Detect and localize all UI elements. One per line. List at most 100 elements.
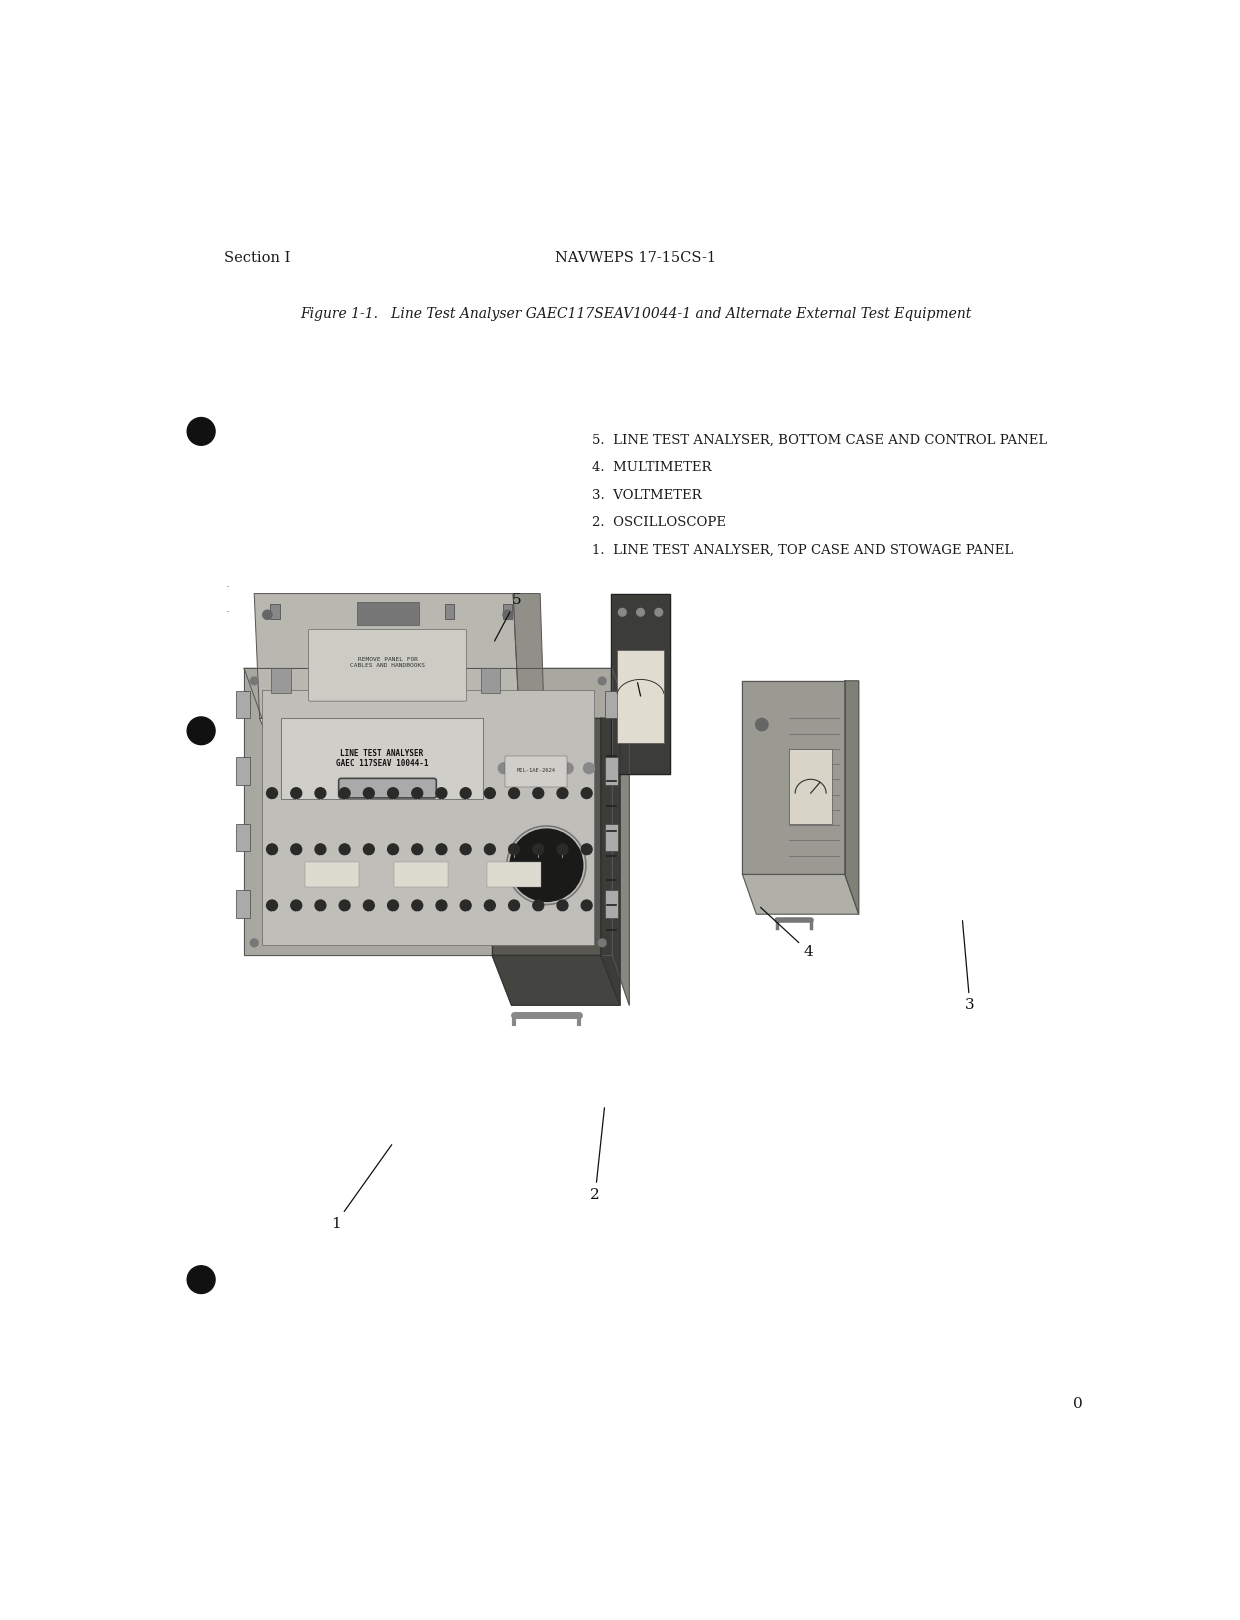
Circle shape: [636, 609, 645, 616]
Circle shape: [508, 844, 520, 855]
Circle shape: [412, 787, 423, 799]
Bar: [445, 604, 454, 619]
Bar: [506, 755, 567, 787]
Bar: [374, 604, 384, 619]
Circle shape: [267, 787, 278, 799]
Bar: [481, 669, 500, 693]
Circle shape: [340, 787, 350, 799]
Circle shape: [503, 611, 512, 619]
Polygon shape: [492, 718, 600, 956]
FancyBboxPatch shape: [309, 630, 466, 701]
Circle shape: [363, 787, 374, 799]
Circle shape: [250, 940, 258, 946]
Circle shape: [187, 1265, 215, 1293]
Circle shape: [250, 677, 258, 685]
Polygon shape: [743, 875, 858, 914]
Bar: [237, 825, 250, 852]
Circle shape: [533, 844, 543, 855]
Text: ·: ·: [226, 582, 229, 593]
Circle shape: [363, 901, 374, 910]
Polygon shape: [254, 593, 520, 718]
Circle shape: [436, 787, 446, 799]
Circle shape: [582, 787, 591, 799]
Circle shape: [263, 611, 272, 619]
Bar: [281, 718, 482, 799]
Bar: [237, 690, 250, 718]
Bar: [262, 690, 594, 946]
Text: 5.  LINE TEST ANALYSER, BOTTOM CASE AND CONTROL PANEL: 5. LINE TEST ANALYSER, BOTTOM CASE AND C…: [593, 434, 1048, 447]
Text: Section I: Section I: [224, 251, 290, 264]
Circle shape: [582, 844, 591, 855]
Text: 4.  MULTIMETER: 4. MULTIMETER: [593, 462, 712, 475]
Circle shape: [557, 901, 568, 910]
Circle shape: [340, 844, 350, 855]
Circle shape: [412, 901, 423, 910]
Polygon shape: [492, 956, 620, 1004]
Text: ·: ·: [226, 608, 229, 617]
Bar: [305, 862, 358, 886]
Circle shape: [460, 787, 471, 799]
Text: 3.  VOLTMETER: 3. VOLTMETER: [593, 489, 702, 502]
Bar: [394, 862, 448, 886]
Circle shape: [485, 901, 495, 910]
Circle shape: [340, 901, 350, 910]
Text: 5: 5: [495, 593, 521, 642]
Circle shape: [582, 901, 591, 910]
Circle shape: [388, 844, 398, 855]
Text: 2.  OSCILLOSCOPE: 2. OSCILLOSCOPE: [593, 517, 727, 530]
Polygon shape: [259, 718, 547, 787]
Text: MIL-1AE-2624: MIL-1AE-2624: [517, 768, 556, 773]
Circle shape: [598, 677, 606, 685]
Circle shape: [412, 844, 423, 855]
Text: REMOVE PANEL FOR
CABLES AND HANDBOOKS: REMOVE PANEL FOR CABLES AND HANDBOOKS: [350, 656, 425, 667]
Circle shape: [460, 901, 471, 910]
Circle shape: [187, 418, 215, 446]
Text: 1.  LINE TEST ANALYSER, TOP CASE AND STOWAGE PANEL: 1. LINE TEST ANALYSER, TOP CASE AND STOW…: [593, 544, 1013, 557]
Circle shape: [460, 844, 471, 855]
Bar: [357, 603, 419, 625]
Circle shape: [388, 787, 398, 799]
Circle shape: [508, 901, 520, 910]
Bar: [605, 690, 619, 718]
Polygon shape: [244, 669, 629, 718]
Circle shape: [655, 609, 662, 616]
Circle shape: [436, 844, 446, 855]
Bar: [270, 604, 280, 619]
Polygon shape: [513, 593, 547, 787]
Circle shape: [291, 844, 301, 855]
Circle shape: [508, 787, 520, 799]
Bar: [789, 750, 832, 825]
Circle shape: [557, 844, 568, 855]
Text: 0: 0: [1073, 1396, 1083, 1411]
Circle shape: [598, 940, 606, 946]
FancyBboxPatch shape: [339, 778, 436, 799]
Circle shape: [315, 844, 326, 855]
Circle shape: [436, 901, 446, 910]
Circle shape: [388, 901, 398, 910]
Circle shape: [541, 763, 552, 774]
Circle shape: [315, 901, 326, 910]
Bar: [272, 669, 290, 693]
Circle shape: [533, 787, 543, 799]
Bar: [237, 891, 250, 919]
Circle shape: [562, 763, 573, 774]
Circle shape: [187, 718, 215, 745]
Bar: [605, 891, 619, 919]
Polygon shape: [613, 669, 629, 1004]
Bar: [605, 758, 619, 784]
Text: LINE TEST ANALYSER
GAEC 117SEAV 10044-1: LINE TEST ANALYSER GAEC 117SEAV 10044-1: [336, 748, 428, 768]
Bar: [486, 862, 541, 886]
Circle shape: [363, 844, 374, 855]
Polygon shape: [244, 669, 613, 956]
Circle shape: [291, 901, 301, 910]
Bar: [503, 604, 512, 619]
Circle shape: [584, 763, 594, 774]
Bar: [237, 758, 250, 784]
Circle shape: [498, 763, 510, 774]
Text: 3: 3: [962, 920, 975, 1012]
Circle shape: [267, 901, 278, 910]
Circle shape: [315, 787, 326, 799]
Circle shape: [520, 763, 531, 774]
Text: 4: 4: [760, 907, 813, 959]
Circle shape: [485, 787, 495, 799]
